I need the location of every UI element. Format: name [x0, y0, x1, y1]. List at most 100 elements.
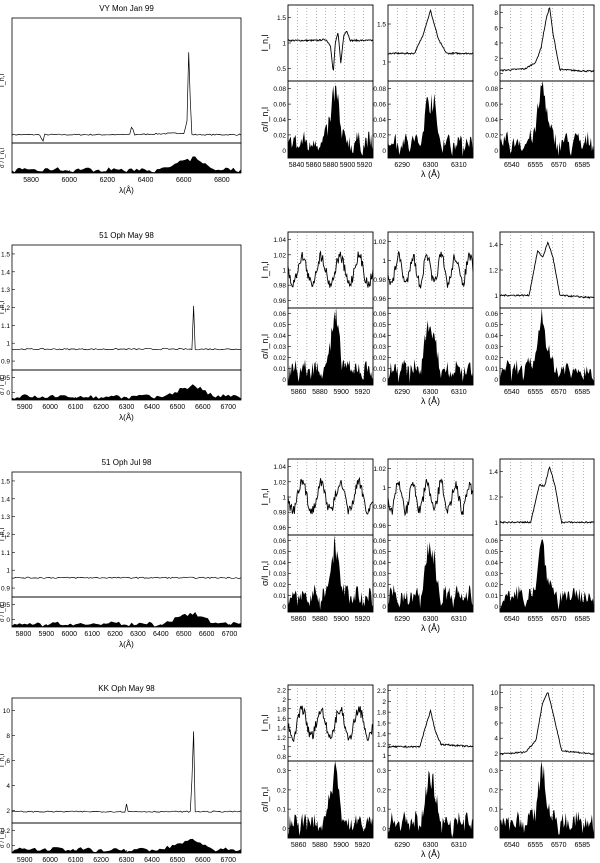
zoom-noise-ylabel: σ/I_n,l — [260, 334, 270, 359]
overview-y-tick-label: 1.3 — [1, 514, 10, 521]
zoom-panel: 6540 6555 6570 6585 1 1.2 1.4 0 0.01 0.02 0.03 0.04… — [485, 458, 595, 623]
zoom-noise-fill — [500, 308, 594, 385]
zoom-noise-y-tick-label: 0.02 — [373, 582, 386, 589]
zoom-x-tick-label: 6585 — [574, 389, 590, 396]
overview-y-tick-label: 6 — [6, 758, 10, 765]
zoom-noise-fill — [288, 308, 373, 385]
zoom-x-tick-label: 6300 — [423, 842, 439, 849]
zoom-noise-y-tick-label: 0.1 — [277, 807, 286, 814]
overview-noise-y-tick-label: 0.05 — [0, 602, 10, 609]
overview-y-tick-label: 8 — [6, 733, 10, 740]
overview-x-tick-label: 6400 — [144, 857, 160, 863]
overview-ylabel: I_n,l — [0, 300, 6, 314]
overview-panel: VY Mon Jan 99 5800 6000 6200 6400 6600 6800 λ(Å… — [0, 4, 242, 195]
zoom-noise-y-tick-label: 0.01 — [273, 593, 286, 600]
zoom-x-tick-label: 6585 — [574, 162, 590, 169]
zoom-y-tick-label: 1.2 — [277, 735, 286, 742]
overview-ylabel: I_n,l — [0, 753, 6, 767]
zoom-spectrum-line — [499, 241, 595, 300]
overview-x-tick-label: 6100 — [68, 404, 84, 411]
overview-x-tick-label: 5900 — [17, 857, 33, 863]
zoom-y-tick-label: 1.02 — [273, 252, 286, 259]
zoom-y-tick-label: 0.98 — [373, 277, 386, 284]
zoom-x-tick-label: 6585 — [574, 842, 590, 849]
zoom-noise-y-tick-label: 0.3 — [377, 768, 386, 775]
zoom-panel: 6290 6300 6310 0.96 0.98 1 1.02 0 0.01 0.02 0.03 0.… — [373, 458, 474, 623]
zoom-noise-y-tick-label: 0.03 — [485, 571, 498, 578]
zoom-noise-y-tick-label: 0.05 — [273, 549, 286, 556]
zoom-spectrum-line — [387, 478, 474, 517]
zoom-y-tick-label: 2.2 — [277, 687, 286, 694]
zoom-noise-fill — [388, 770, 473, 838]
zoom-noise-y-tick-label: 0.06 — [485, 311, 498, 318]
zoom-y-tick-label: 1.2 — [489, 495, 498, 502]
zoom-spectrum-line — [499, 7, 595, 73]
zoom-frame — [499, 458, 595, 536]
panel-title: VY Mon Jan 99 — [99, 4, 154, 13]
zoom-ylabel: I_n,l — [260, 261, 270, 278]
zoom-panel: 6290 6300 6310 1 1.2 1.4 1.6 1.8 2 2.2 0 0.1 0.2 0.3 — [377, 684, 474, 849]
zoom-y-tick-label: 6 — [494, 25, 498, 32]
zoom-x-tick-label: 6585 — [574, 616, 590, 623]
zoom-noise-y-tick-label: 0.02 — [373, 355, 386, 362]
zoom-noise-y-tick-label: 0.01 — [373, 366, 386, 373]
overview-spectrum-line — [11, 731, 242, 813]
overview-frame — [11, 244, 242, 371]
zoom-noise-fill — [288, 535, 373, 612]
zoom-noise-y-tick-label: 0 — [282, 604, 286, 611]
zoom-y-tick-label: 1.6 — [377, 721, 386, 728]
overview-x-tick-label: 6500 — [170, 404, 186, 411]
zoom-noise-y-tick-label: 0.02 — [485, 582, 498, 589]
zoom-noise-y-tick-label: 0.06 — [485, 102, 498, 109]
zoom-x-tick-label: 5900 — [333, 842, 349, 849]
zoom-ylabel: I_n,l — [260, 34, 270, 51]
zoom-noise-y-tick-label: 0.05 — [373, 549, 386, 556]
overview-x-tick-label: 6300 — [119, 404, 135, 411]
zoom-x-tick-label: 5860 — [291, 842, 307, 849]
overview-y-tick-label: 1.2 — [1, 305, 10, 312]
zoom-noise-y-tick-label: 0.04 — [485, 117, 498, 124]
zoom-y-tick-label: 0.96 — [373, 523, 386, 530]
zoom-panel: 5840 5860 5880 5900 5920 0.5 1 1.5 0 0.02 0.04 0.06… — [260, 4, 374, 169]
zoom-noise-y-tick-label: 0.08 — [273, 86, 286, 93]
zoom-y-tick-label: 1.4 — [277, 725, 286, 732]
overview-x-tick-label: 5800 — [16, 631, 32, 638]
zoom-noise-y-tick-label: 0 — [382, 148, 386, 155]
zoom-y-tick-label: 10 — [491, 690, 499, 697]
zoom-x-tick-label: 5860 — [291, 389, 307, 396]
zoom-x-tick-label: 6310 — [451, 842, 467, 849]
zoom-noise-ylabel: σ/I_n,l — [260, 561, 270, 586]
overview-noise-ylabel: σ / I_n,l — [0, 828, 6, 848]
zoom-noise-y-tick-label: 0.03 — [485, 344, 498, 351]
zoom-panel: 5860 5880 5900 5920 0.96 0.98 1 1.02 1.04 0 0.01 0.… — [260, 458, 374, 623]
zoom-noise-y-tick-label: 0 — [282, 148, 286, 155]
overview-noise-fill — [12, 384, 241, 400]
zoom-frame — [287, 4, 374, 82]
zoom-x-tick-label: 6540 — [504, 162, 520, 169]
zoom-noise-y-tick-label: 0.1 — [489, 807, 498, 814]
zoom-noise-y-tick-label: 0.03 — [273, 344, 286, 351]
zoom-x-tick-label: 5920 — [355, 389, 371, 396]
zoom-y-tick-label: 2 — [494, 751, 498, 758]
zoom-ylabel: I_n,l — [260, 488, 270, 505]
overview-x-tick-label: 6300 — [130, 631, 146, 638]
zoom-y-tick-label: 1.02 — [273, 479, 286, 486]
overview-noise-ylabel: σ / I_n,l — [0, 148, 6, 168]
zoom-y-tick-label: 0.98 — [273, 283, 286, 290]
overview-y-tick-label: 0.9 — [1, 586, 10, 593]
zoom-y-tick-label: 1 — [282, 268, 286, 275]
zoom-noise-ylabel: σ/I_n,l — [260, 107, 270, 132]
zoom-noise-y-tick-label: 0.06 — [373, 538, 386, 545]
zoom-noise-y-tick-label: 0.01 — [485, 593, 498, 600]
zoom-x-tick-label: 5860 — [291, 616, 307, 623]
zoom-spectrum-line — [499, 466, 595, 525]
overview-x-tick-label: 6000 — [42, 404, 58, 411]
zoom-x-tick-label: 6290 — [394, 842, 410, 849]
overview-noise-y-tick-label: 0 — [6, 843, 10, 850]
overview-xlabel: λ(Å) — [119, 413, 134, 422]
overview-xlabel: λ(Å) — [119, 186, 134, 195]
overview-x-tick-label: 6200 — [93, 857, 109, 863]
zoom-noise-y-tick-label: 0.02 — [485, 355, 498, 362]
